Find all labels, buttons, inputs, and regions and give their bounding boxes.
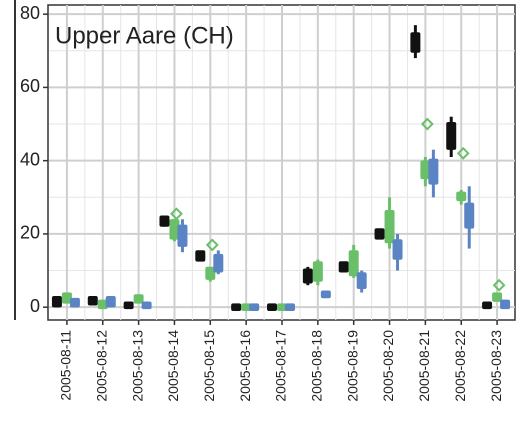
box	[338, 261, 349, 273]
y-tick-label: 60	[20, 76, 40, 96]
box	[133, 294, 144, 304]
point	[170, 207, 183, 221]
box	[456, 191, 467, 202]
box	[69, 297, 80, 308]
x-tick-label: 2005-08-16	[237, 330, 253, 402]
box	[231, 303, 242, 312]
chart-title: Upper Aare (CH)	[55, 22, 234, 49]
box	[482, 301, 493, 310]
box	[61, 292, 72, 304]
box	[410, 32, 421, 53]
box	[241, 303, 252, 312]
box	[277, 303, 287, 312]
box	[374, 228, 385, 240]
box	[123, 301, 134, 310]
box	[141, 301, 152, 310]
box	[249, 303, 260, 312]
x-tick-label: 2005-08-22	[452, 330, 468, 402]
box	[205, 266, 216, 280]
x-tick-label: 2005-08-12	[93, 330, 109, 402]
box	[428, 158, 439, 185]
x-tick-label: 2005-08-20	[380, 330, 396, 402]
box	[195, 250, 206, 262]
x-tick-label: 2005-08-18	[309, 330, 325, 402]
x-tick-label: 2005-08-19	[344, 330, 360, 402]
y-tick-label: 0	[30, 296, 40, 316]
point	[456, 146, 470, 160]
point	[205, 238, 219, 252]
point	[492, 278, 506, 292]
box	[302, 268, 313, 284]
box	[87, 296, 98, 306]
box	[213, 253, 224, 273]
x-tick-label: 2005-08-11	[58, 330, 74, 401]
box	[312, 261, 323, 282]
box	[392, 239, 403, 260]
box	[348, 250, 359, 277]
y-tick-label: 40	[20, 149, 40, 169]
box	[97, 299, 108, 310]
box	[177, 224, 188, 247]
box	[356, 272, 367, 290]
box	[446, 122, 457, 150]
x-tick-label: 2005-08-21	[416, 330, 432, 402]
box	[51, 296, 62, 308]
box	[492, 292, 503, 302]
box	[500, 299, 511, 310]
y-tick-label: 80	[20, 3, 40, 23]
x-tick-label: 2005-08-14	[165, 330, 181, 402]
x-tick-label: 2005-08-15	[201, 330, 217, 402]
box	[159, 215, 170, 227]
x-tick-label: 2005-08-17	[273, 330, 289, 402]
x-tick-label: 2005-08-23	[488, 330, 504, 402]
box	[320, 290, 331, 299]
y-tick-label: 20	[20, 223, 40, 243]
box	[267, 303, 277, 312]
box	[464, 202, 475, 229]
box	[384, 209, 395, 244]
box	[285, 303, 295, 312]
point	[420, 117, 434, 131]
box	[420, 160, 431, 180]
box	[169, 219, 180, 240]
box	[105, 296, 116, 308]
x-tick-label: 2005-08-13	[129, 330, 145, 402]
